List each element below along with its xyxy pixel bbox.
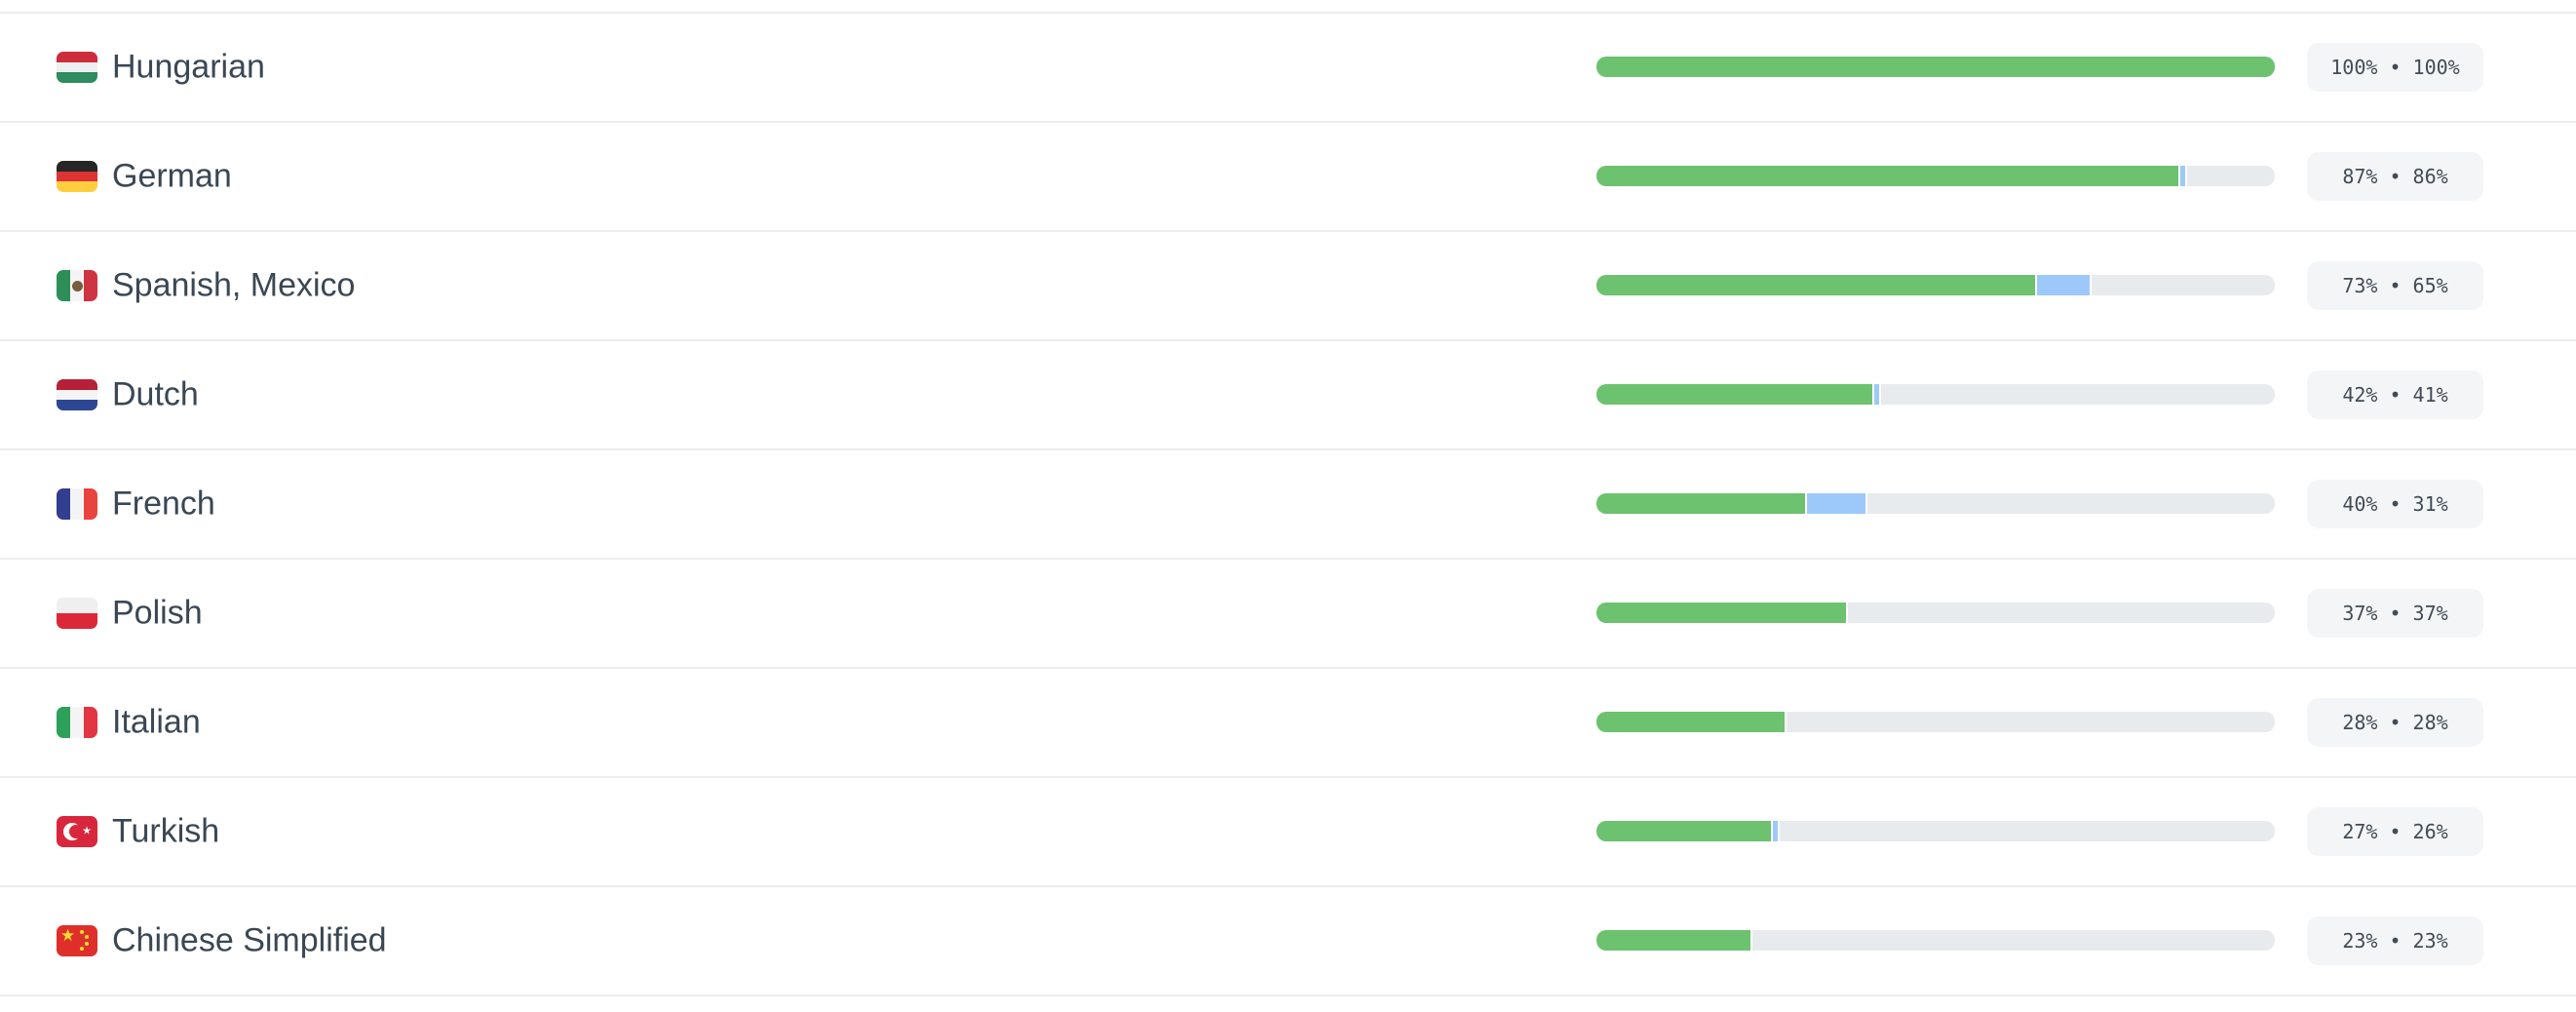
small-star-icon bbox=[85, 935, 89, 939]
flag-stripe bbox=[57, 171, 97, 182]
percent-badge: 37% • 37% bbox=[2307, 589, 2483, 638]
percent-badge: 27% • 26% bbox=[2307, 807, 2483, 856]
green-segment bbox=[1596, 821, 1773, 841]
language-row-turkish[interactable]: ★ Turkish 27% • 26% bbox=[0, 776, 2576, 885]
blue-segment bbox=[2179, 166, 2187, 186]
small-star-icon bbox=[80, 947, 84, 951]
translation-progress-bar bbox=[1596, 712, 2275, 732]
mexico-flag bbox=[57, 270, 97, 301]
percent-badge: 87% • 86% bbox=[2307, 152, 2483, 201]
green-segment bbox=[1596, 275, 2038, 295]
italy-flag bbox=[57, 707, 97, 738]
language-row-polish[interactable]: Polish 37% • 37% bbox=[0, 558, 2576, 667]
language-name: French bbox=[112, 485, 215, 523]
language-name: Turkish bbox=[112, 812, 220, 850]
translation-progress-bar bbox=[1596, 384, 2275, 405]
flag-stripe bbox=[70, 488, 84, 520]
germany-flag bbox=[57, 161, 97, 192]
blue-segment bbox=[2037, 275, 2093, 295]
flag-stripe bbox=[57, 181, 97, 192]
translation-progress-bar bbox=[1596, 930, 2275, 951]
translation-progress-bar bbox=[1596, 493, 2275, 514]
language-row-dutch[interactable]: Dutch 42% • 41% bbox=[0, 339, 2576, 448]
star-icon: ★ bbox=[82, 825, 92, 837]
blue-segment bbox=[1806, 493, 1868, 514]
language-name: Hungarian bbox=[112, 48, 265, 86]
netherlands-flag bbox=[57, 379, 97, 410]
france-flag bbox=[57, 488, 97, 520]
language-name: Italian bbox=[112, 703, 201, 741]
translation-progress-bar bbox=[1596, 603, 2275, 623]
green-segment bbox=[1596, 166, 2180, 186]
flag-stripe bbox=[57, 389, 97, 401]
green-segment bbox=[1596, 930, 1753, 951]
blue-segment bbox=[1874, 384, 1882, 405]
flag-stripe bbox=[70, 707, 84, 738]
language-row-chinese-simplified[interactable]: ★ Chinese Simplified 23% • 23% bbox=[0, 885, 2576, 994]
green-segment bbox=[1596, 712, 1787, 732]
small-star-icon bbox=[80, 930, 84, 934]
translation-progress-bar bbox=[1596, 166, 2275, 186]
big-star-icon: ★ bbox=[60, 926, 76, 945]
language-row-spanish-mexico[interactable]: Spanish, Mexico 73% • 65% bbox=[0, 230, 2576, 339]
language-name: German bbox=[112, 157, 232, 195]
translation-progress-bar bbox=[1596, 57, 2275, 77]
flag-stripe bbox=[57, 61, 97, 73]
flag-stripe bbox=[57, 161, 97, 172]
flag-stripe bbox=[57, 270, 70, 301]
flag-stripe bbox=[57, 72, 97, 83]
language-row-french[interactable]: French 40% • 31% bbox=[0, 448, 2576, 558]
flag-stripe bbox=[57, 598, 97, 613]
language-row-italian[interactable]: Italian 28% • 28% bbox=[0, 667, 2576, 776]
language-row-hungarian[interactable]: Hungarian 100% • 100% bbox=[0, 12, 2576, 121]
hungary-flag bbox=[57, 52, 97, 83]
green-segment bbox=[1596, 57, 2275, 77]
eagle-emblem-icon bbox=[72, 281, 83, 292]
flag-stripe bbox=[84, 270, 97, 301]
turkey-flag: ★ bbox=[57, 816, 97, 847]
language-name: Spanish, Mexico bbox=[112, 266, 356, 304]
flag-stripe bbox=[84, 488, 97, 520]
language-name: Dutch bbox=[112, 375, 199, 413]
percent-badge: 73% • 65% bbox=[2307, 261, 2483, 310]
flag-stripe bbox=[57, 379, 97, 390]
flag-stripe bbox=[57, 52, 97, 62]
blue-segment bbox=[1772, 821, 1780, 841]
percent-badge: 40% • 31% bbox=[2307, 480, 2483, 528]
language-row-german[interactable]: German 87% • 86% bbox=[0, 121, 2576, 230]
green-segment bbox=[1596, 493, 1807, 514]
green-segment bbox=[1596, 603, 1848, 623]
crescent-cut-icon bbox=[69, 825, 83, 838]
green-segment bbox=[1596, 384, 1875, 405]
flag-stripe bbox=[57, 488, 70, 520]
china-flag: ★ bbox=[57, 925, 97, 956]
language-list: Hungarian 100% • 100% German 87% • 86% S… bbox=[0, 12, 2576, 996]
poland-flag bbox=[57, 598, 97, 629]
translation-progress-bar bbox=[1596, 821, 2275, 841]
percent-badge: 42% • 41% bbox=[2307, 370, 2483, 419]
percent-badge: 28% • 28% bbox=[2307, 698, 2483, 747]
language-name: Chinese Simplified bbox=[112, 921, 387, 959]
percent-badge: 23% • 23% bbox=[2307, 916, 2483, 965]
flag-stripe bbox=[57, 925, 97, 956]
flag-stripe bbox=[84, 707, 97, 738]
translation-progress-bar bbox=[1596, 275, 2275, 295]
flag-stripe bbox=[57, 707, 70, 738]
flag-stripe bbox=[57, 400, 97, 410]
percent-badge: 100% • 100% bbox=[2307, 43, 2483, 92]
language-name: Polish bbox=[112, 594, 203, 632]
small-star-icon bbox=[85, 942, 89, 946]
flag-stripe bbox=[57, 613, 97, 629]
